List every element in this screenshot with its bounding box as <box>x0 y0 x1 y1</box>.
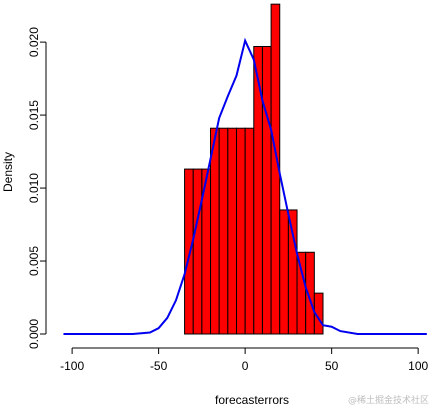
y-tick-label: 0.015 <box>27 100 41 130</box>
y-axis: 0.000 0.005 0.010 0.015 0.020 <box>27 27 47 349</box>
histogram-bar <box>244 127 255 335</box>
x-tick-label: 50 <box>325 359 339 373</box>
x-tick-label: 0 <box>242 359 249 373</box>
histogram-bars <box>184 3 324 335</box>
y-axis-label: Density <box>1 152 15 192</box>
watermark: @稀土掘金技术社区 <box>347 396 429 406</box>
x-tick-label: -50 <box>150 359 168 373</box>
density-curve <box>63 37 427 335</box>
histogram-bar <box>210 127 220 335</box>
histogram-bar <box>192 168 203 335</box>
y-tick-label: 0.010 <box>27 173 41 203</box>
x-tick-label: -100 <box>60 359 84 373</box>
histogram-bar <box>287 209 298 335</box>
y-tick-label: 0.005 <box>27 246 41 276</box>
x-tick-label: 100 <box>408 359 428 373</box>
histogram-bar <box>227 127 237 335</box>
histogram-bar <box>235 127 246 335</box>
histogram-bar <box>218 127 229 335</box>
x-axis-label: forecasterrors <box>215 393 289 407</box>
histogram-bar <box>261 45 272 335</box>
y-tick-label: 0.020 <box>27 27 41 57</box>
y-tick-label: 0.000 <box>27 319 41 349</box>
x-axis: -100 -50 0 50 100 <box>60 347 428 373</box>
histogram-bar <box>296 251 307 335</box>
histogram-bar <box>184 168 194 335</box>
histogram-bar <box>279 209 289 335</box>
